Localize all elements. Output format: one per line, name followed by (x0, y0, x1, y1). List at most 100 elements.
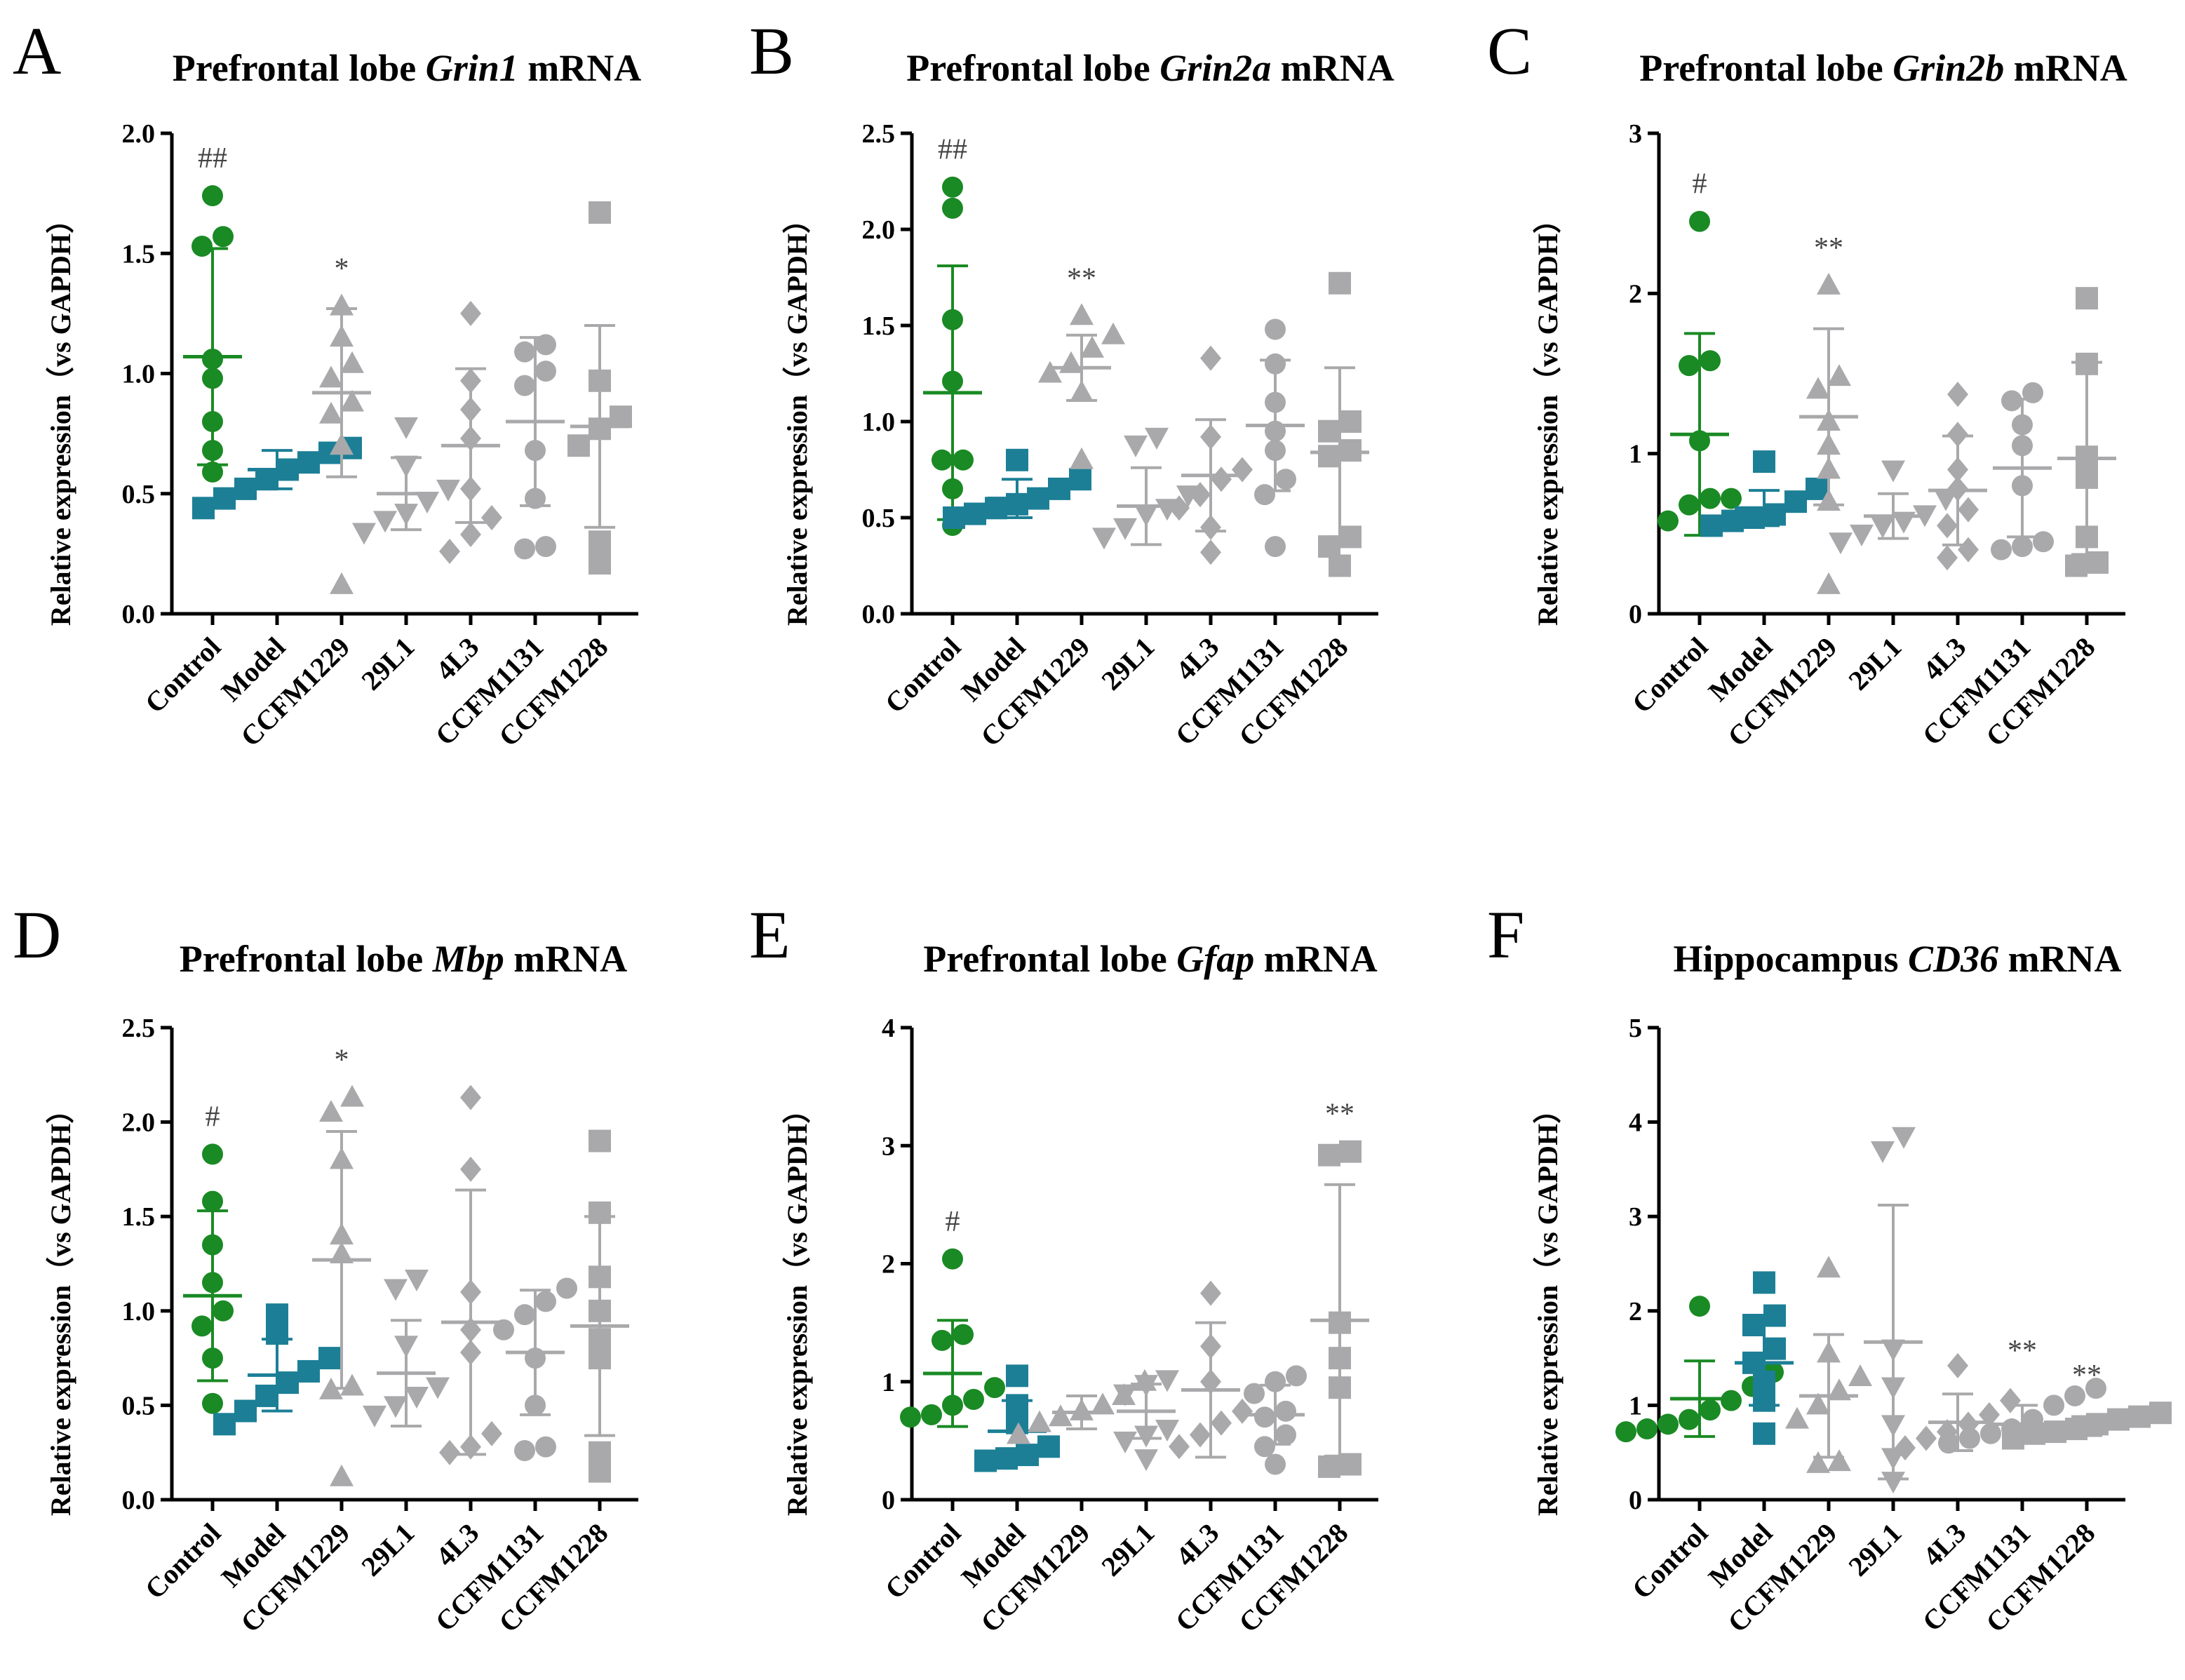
data-point (266, 1303, 288, 1326)
data-point (1848, 1364, 1872, 1387)
data-point (1658, 1413, 1679, 1435)
data-point (589, 1441, 611, 1464)
data-point (1101, 322, 1125, 344)
data-point (1959, 1427, 1980, 1449)
x-tick-label: 4L3 (429, 631, 485, 687)
data-point (1145, 427, 1169, 450)
data-point (1806, 1392, 1830, 1415)
title-suffix: mRNA (504, 938, 627, 980)
data-point (1871, 516, 1895, 539)
panel-title: Prefrontal lobe Grin1 mRNA (173, 47, 641, 89)
data-point (192, 497, 215, 520)
data-point (436, 479, 460, 502)
data-point (460, 300, 481, 326)
data-point (1881, 1472, 1905, 1494)
data-point (1113, 1384, 1137, 1406)
data-point (1817, 572, 1841, 594)
data-point (1339, 1140, 1362, 1163)
data-point (1615, 1421, 1636, 1443)
significance-marker: # (946, 1206, 960, 1238)
panel-letter: D (13, 897, 61, 972)
data-point (1937, 545, 1958, 571)
data-point (297, 1359, 320, 1383)
data-point (2149, 1402, 2172, 1425)
title-prefix: Hippocampus (1673, 938, 1908, 980)
data-point (1049, 1404, 1073, 1427)
data-point (1827, 1449, 1851, 1472)
data-point (1753, 1271, 1775, 1294)
y-tick-label: 0 (882, 1486, 895, 1515)
data-point (2043, 1395, 2064, 1416)
data-point (1991, 539, 2012, 560)
data-point (589, 201, 611, 224)
title-gene: Grin2a (1159, 47, 1271, 89)
data-point (1265, 1453, 1286, 1475)
data-point (1265, 1371, 1286, 1392)
data-point (567, 434, 590, 457)
x-tick-label: 29L1 (1842, 1517, 1907, 1582)
data-point (2044, 1420, 2066, 1444)
data-point (1275, 1400, 1296, 1422)
panel-title: Prefrontal lobe Grin2a mRNA (906, 47, 1394, 89)
data-point (1827, 364, 1851, 387)
data-point (384, 1396, 408, 1418)
data-point (202, 461, 223, 483)
data-point (340, 1084, 364, 1107)
data-point (1211, 1410, 1232, 1436)
data-point (352, 523, 376, 545)
data-point (535, 1436, 556, 1458)
data-point (1200, 345, 1221, 371)
data-point (2065, 554, 2087, 577)
data-point (1124, 435, 1148, 457)
data-point (535, 536, 556, 558)
significance-marker: # (1693, 168, 1707, 201)
panel-e: E Prefrontal lobe Gfap mRNA 0 1 2 3 4 Relative … (749, 897, 1378, 1639)
panel-f: F Hippocampus CD36 mRNA 0 1 2 3 4 5 Relative exp… (1487, 897, 2172, 1639)
data-point (2064, 1385, 2085, 1406)
data-point (1934, 489, 1958, 511)
data-point (1113, 518, 1137, 540)
data-point (405, 1270, 429, 1292)
y-tick-label: 1 (1629, 1391, 1642, 1420)
data-point (1190, 1422, 1211, 1448)
significance-marker: ** (2072, 1359, 2102, 1392)
data-point (1636, 1418, 1658, 1440)
data-point (1092, 527, 1116, 550)
y-axis-title: Relative expression（vs GAPDH） (1532, 206, 1564, 626)
data-point (330, 1464, 354, 1486)
data-point (1958, 497, 1979, 523)
data-point (2033, 531, 2054, 553)
data-point (202, 185, 223, 207)
data-point (1689, 210, 1710, 232)
data-point (535, 361, 556, 382)
x-tick-label: Control (139, 1517, 227, 1606)
data-point (202, 1190, 223, 1212)
x-tick-label: 4L3 (429, 1517, 485, 1573)
data-point (1318, 1143, 1340, 1167)
data-point (1155, 1420, 1179, 1442)
y-tick-label: 2.0 (122, 119, 156, 149)
data-point (1059, 351, 1083, 373)
data-point (1721, 1390, 1742, 1411)
data-point (1947, 422, 1968, 448)
data-point (1318, 419, 1340, 443)
data-point (1318, 1455, 1340, 1478)
data-point (1753, 1422, 1775, 1445)
data-point (1785, 1406, 1809, 1429)
data-point (953, 1324, 974, 1345)
data-point (2002, 1427, 2024, 1450)
data-point (319, 401, 343, 424)
title-prefix: Prefrontal lobe (1639, 47, 1892, 89)
y-tick-label: 4 (882, 1014, 895, 1043)
x-tick-label: 29L1 (355, 1517, 420, 1582)
significance-marker: ** (1814, 232, 1843, 264)
title-gene: Gfap (1176, 938, 1254, 980)
y-tick-label: 3 (882, 1131, 895, 1161)
y-tick-label: 2.5 (862, 119, 896, 149)
data-point (1190, 482, 1211, 508)
data-point (439, 538, 460, 564)
data-point (1817, 272, 1841, 295)
y-axis-title: Relative expression（vs GAPDH） (781, 206, 813, 626)
data-point (1286, 1365, 1307, 1387)
data-point (514, 341, 535, 363)
